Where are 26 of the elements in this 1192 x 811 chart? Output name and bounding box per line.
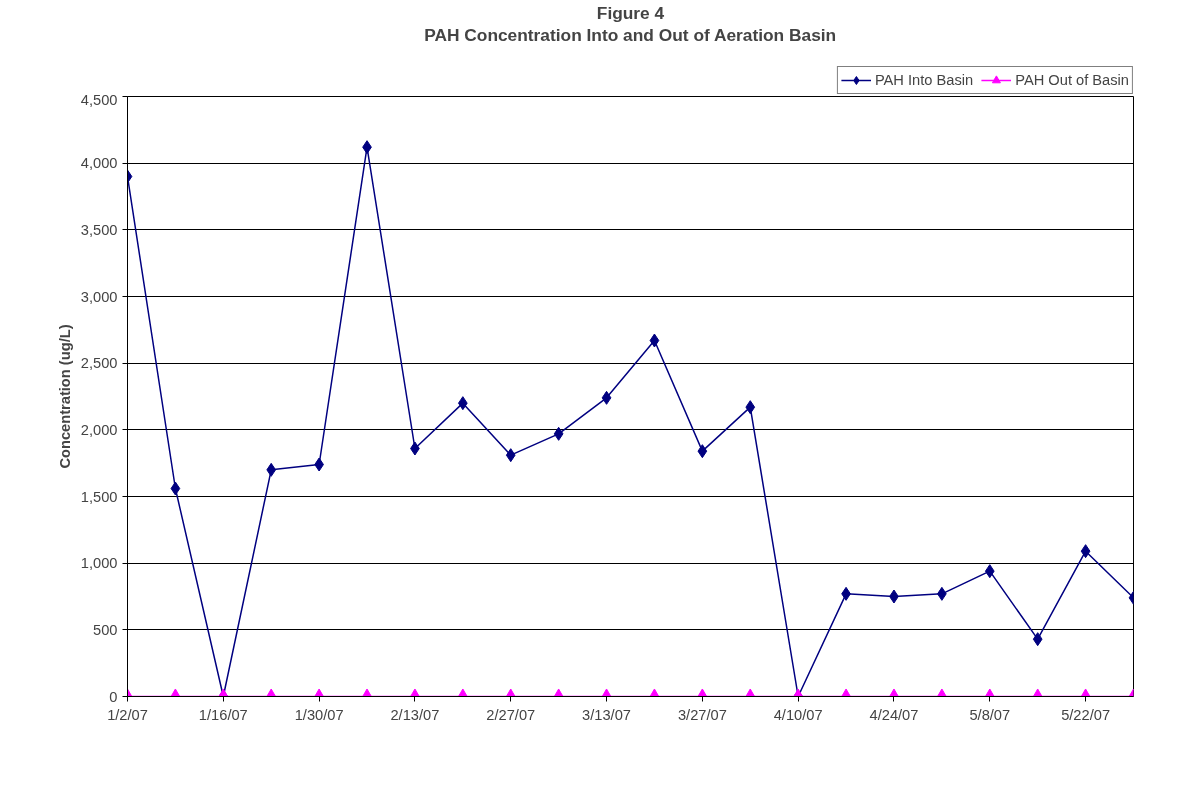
chart-title: Figure 4 [596, 2, 665, 23]
y-tick-label: 500 [93, 621, 118, 638]
legend-label: PAH Out of Basin [1015, 72, 1129, 88]
y-tick-label: 3,500 [80, 221, 118, 238]
x-tick-label: 4/10/07 [773, 706, 823, 723]
x-tick-label: 2/13/07 [390, 706, 440, 723]
x-tick-label: 3/27/07 [677, 706, 727, 723]
x-tick-label: 4/24/07 [869, 706, 919, 723]
y-tick-label: 2,000 [80, 421, 118, 438]
x-tick-label: 5/8/07 [969, 706, 1011, 723]
y-tick-label: 4,500 [80, 91, 118, 108]
x-tick-label: 1/16/07 [198, 706, 248, 723]
x-tick-label: 5/22/07 [1061, 706, 1111, 723]
x-tick-label: 2/27/07 [486, 706, 536, 723]
y-tick-label: 1,500 [80, 488, 118, 505]
y-tick-label: 1,000 [80, 555, 118, 572]
y-tick-label: 2,500 [80, 355, 118, 372]
x-tick-label: 1/30/07 [294, 706, 344, 723]
y-tick-label: 4,000 [80, 155, 118, 172]
x-tick-label: 1/2/07 [107, 706, 148, 723]
y-tick-label: 3,000 [80, 288, 118, 305]
y-axis-title: Concentration (ug/L) [56, 324, 73, 469]
y-tick-label: 0 [109, 688, 118, 705]
chart-subtitle: PAH Concentration Into and Out of Aeration Basin [424, 24, 837, 45]
legend-label: PAH Into Basin [874, 72, 974, 88]
x-tick-label: 3/13/07 [582, 706, 631, 723]
